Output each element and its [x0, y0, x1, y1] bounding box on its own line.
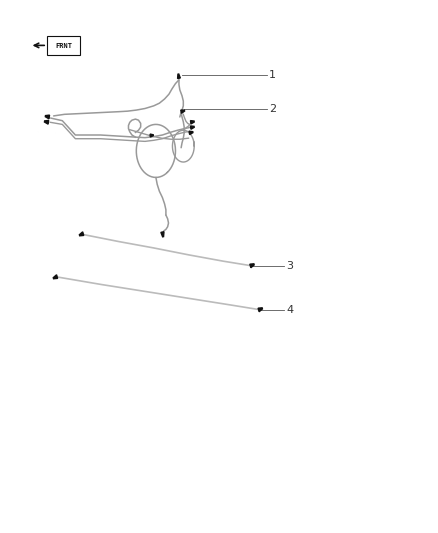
Polygon shape — [191, 126, 194, 130]
Text: 1: 1 — [269, 70, 276, 79]
Polygon shape — [44, 120, 49, 124]
Polygon shape — [150, 134, 153, 137]
FancyBboxPatch shape — [47, 36, 80, 55]
Polygon shape — [53, 275, 58, 279]
Text: 2: 2 — [269, 104, 276, 114]
Text: 3: 3 — [286, 261, 293, 271]
Polygon shape — [181, 110, 184, 114]
Polygon shape — [177, 74, 180, 78]
Polygon shape — [250, 264, 254, 268]
Text: FRNT: FRNT — [55, 43, 72, 49]
Polygon shape — [258, 308, 262, 312]
Polygon shape — [79, 232, 84, 236]
Polygon shape — [191, 120, 194, 124]
Text: 4: 4 — [286, 305, 293, 315]
Polygon shape — [45, 115, 49, 119]
Polygon shape — [161, 232, 164, 237]
Polygon shape — [189, 131, 193, 134]
